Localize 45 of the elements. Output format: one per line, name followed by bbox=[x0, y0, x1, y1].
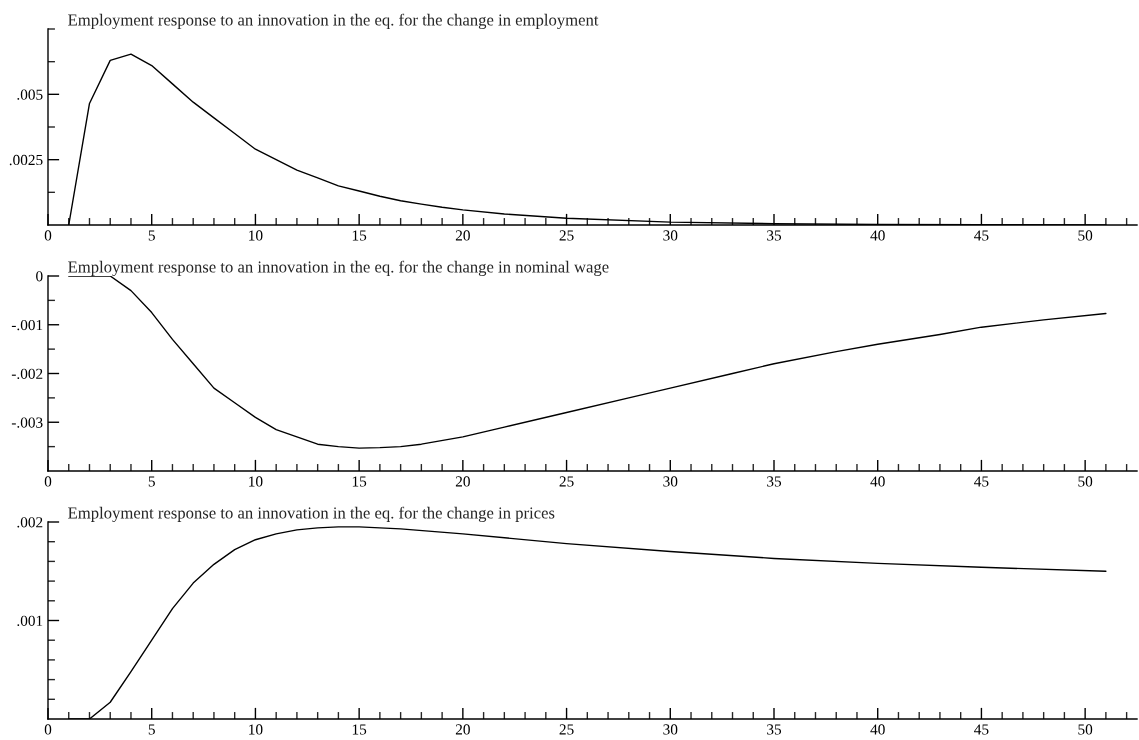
chart-title: Employment response to an innovation in the eq. for the change in employment bbox=[68, 13, 599, 29]
chart-title: Employment response to an innovation in the eq. for the change in prices bbox=[68, 506, 555, 522]
x-tick-label: 25 bbox=[559, 724, 574, 735]
x-tick-label: 50 bbox=[1078, 476, 1093, 487]
x-tick-label: 5 bbox=[148, 230, 155, 241]
y-tick-label: .0025 bbox=[9, 154, 43, 166]
y-tick-label: .005 bbox=[17, 89, 43, 100]
y-tick-label: .002 bbox=[17, 517, 43, 528]
x-tick-label: 30 bbox=[663, 724, 678, 735]
x-tick-label: 10 bbox=[249, 476, 263, 487]
x-tick-label: 10 bbox=[249, 230, 263, 241]
x-tick-label: 25 bbox=[559, 476, 574, 487]
y-tick-label: -.001 bbox=[11, 319, 43, 331]
y-tick-label: -.003 bbox=[11, 417, 43, 428]
x-tick-label: 30 bbox=[663, 476, 678, 487]
line-series bbox=[68, 276, 1107, 449]
x-tick-label: 35 bbox=[767, 476, 782, 487]
x-tick-label: 20 bbox=[455, 724, 470, 735]
x-tick-label: 50 bbox=[1078, 230, 1093, 241]
x-tick-label: 5 bbox=[148, 724, 155, 735]
x-tick-label: 35 bbox=[767, 230, 782, 241]
x-tick-label: 20 bbox=[455, 230, 470, 241]
y-tick-label: -.002 bbox=[11, 368, 43, 380]
x-tick-label: 30 bbox=[663, 230, 678, 241]
x-tick-label: 15 bbox=[352, 724, 367, 735]
x-tick-label: 45 bbox=[974, 476, 989, 487]
x-tick-label: 35 bbox=[767, 724, 782, 735]
x-tick-label: 15 bbox=[352, 476, 367, 487]
x-tick-label: 5 bbox=[148, 476, 155, 487]
x-tick-label: 20 bbox=[455, 476, 470, 487]
x-tick-label: 10 bbox=[249, 724, 263, 735]
x-tick-label: 0 bbox=[44, 724, 52, 735]
y-tick-label: .001 bbox=[17, 615, 43, 627]
x-tick-label: 40 bbox=[870, 724, 885, 735]
x-tick-label: 0 bbox=[44, 230, 52, 241]
x-tick-label: 15 bbox=[352, 230, 367, 241]
x-tick-label: 40 bbox=[870, 476, 885, 487]
chart-title: Employment response to an innovation in the eq. for the change in nominal wage bbox=[68, 260, 609, 276]
x-tick-label: 25 bbox=[559, 230, 574, 241]
x-tick-label: 0 bbox=[44, 476, 52, 487]
x-tick-label: 50 bbox=[1078, 724, 1093, 735]
x-tick-label: 45 bbox=[974, 724, 989, 735]
x-tick-label: 40 bbox=[870, 230, 885, 241]
x-tick-label: 45 bbox=[974, 230, 989, 241]
y-tick-label: 0 bbox=[36, 271, 43, 282]
